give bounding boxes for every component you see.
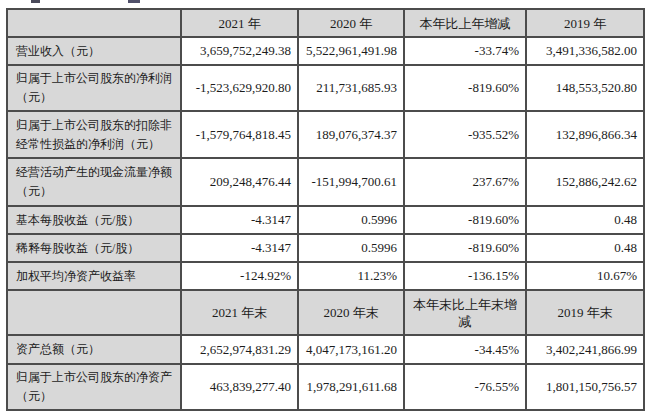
value-cell: 148,553,520.80 [526,65,644,111]
value-cell: 152,886,242.62 [526,158,644,206]
value-cell: -819.60% [404,206,526,234]
financial-summary-table: 2021 年 2020 年 本年比上年增减 2019 年 营业收入（元） 3,6… [6,8,645,411]
header-cell-2019-end: 2019 年末 [526,290,644,335]
value-cell: 4,047,173,161.20 [298,335,404,364]
table-row-net-assets: 归属于上市公司股东的净资产（元） 463,839,277.40 1,978,29… [7,364,644,410]
value-cell: 5,522,961,491.98 [298,37,404,65]
cropped-text-mark [31,0,40,3]
value-cell: -76.55% [404,364,526,410]
table-row-revenue: 营业收入（元） 3,659,752,249.38 5,522,961,491.9… [7,37,644,65]
value-cell: -819.60% [404,234,526,262]
value-cell: 0.5996 [298,234,404,262]
header-cell-2020: 2020 年 [298,9,404,37]
row-label-cell: 归属于上市公司股东的净资产（元） [7,364,181,410]
value-cell: -4.3147 [181,206,298,234]
row-label-cell: 基本每股收益（元/股） [7,206,181,234]
value-cell: 237.67% [404,158,526,206]
header-cell-2020-end: 2020 年末 [298,290,404,335]
value-cell: 3,659,752,249.38 [181,37,298,65]
value-cell: 2,652,974,831.29 [181,335,298,364]
value-cell: -1,579,764,818.45 [181,111,298,158]
row-label-cell: 资产总额（元） [7,335,181,364]
value-cell: -124.92% [181,262,298,290]
header-cell-blank [7,9,181,37]
value-cell: 1,801,150,756.57 [526,364,644,410]
table-row-weighted-avg-roe: 加权平均净资产收益率 -124.92% 11.23% -136.15% 10.6… [7,262,644,290]
value-cell: 209,248,476.44 [181,158,298,206]
value-cell: -33.74% [404,37,526,65]
value-cell: 11.23% [298,262,404,290]
cropped-text-fragment [0,0,300,4]
value-cell: -1,523,629,920.80 [181,65,298,111]
row-label-cell: 稀释每股收益（元/股） [7,234,181,262]
value-cell: 3,402,241,866.99 [526,335,644,364]
table-row-diluted-eps: 稀释每股收益（元/股） -4.3147 0.5996 -819.60% 0.48 [7,234,644,262]
value-cell: 0.48 [526,206,644,234]
value-cell: -4.3147 [181,234,298,262]
value-cell: -151,994,700.61 [298,158,404,206]
value-cell: -935.52% [404,111,526,158]
annual-header-row: 2021 年 2020 年 本年比上年增减 2019 年 [7,9,644,37]
value-cell: -34.45% [404,335,526,364]
value-cell: 189,076,374.37 [298,111,404,158]
table-row-basic-eps: 基本每股收益（元/股） -4.3147 0.5996 -819.60% 0.48 [7,206,644,234]
value-cell: -136.15% [404,262,526,290]
value-cell: 0.5996 [298,206,404,234]
value-cell: 10.67% [526,262,644,290]
header-cell-2021-end: 2021 年末 [181,290,298,335]
period-end-header-row: 2021 年末 2020 年末 本年末比上年末增减 2019 年末 [7,290,644,335]
header-cell-blank [7,290,181,335]
value-cell: 211,731,685.93 [298,65,404,111]
row-label-cell: 加权平均净资产收益率 [7,262,181,290]
value-cell: 0.48 [526,234,644,262]
value-cell: 463,839,277.40 [181,364,298,410]
header-cell-yoy-change: 本年比上年增减 [404,9,526,37]
header-cell-end-yoy-change: 本年末比上年末增减 [404,290,526,335]
value-cell: 132,896,866.34 [526,111,644,158]
table-row-operating-cash-flow: 经营活动产生的现金流量净额（元） 209,248,476.44 -151,994… [7,158,644,206]
value-cell: 3,491,336,582.00 [526,37,644,65]
cropped-text-mark [128,0,140,3]
row-label-cell: 营业收入（元） [7,37,181,65]
header-cell-2019: 2019 年 [526,9,644,37]
row-label-cell: 归属于上市公司股东的扣除非经常性损益的净利润（元） [7,111,181,158]
table-row-net-profit-excl-nonrecurring: 归属于上市公司股东的扣除非经常性损益的净利润（元） -1,579,764,818… [7,111,644,158]
table-row-total-assets: 资产总额（元） 2,652,974,831.29 4,047,173,161.2… [7,335,644,364]
row-label-cell: 经营活动产生的现金流量净额（元） [7,158,181,206]
row-label-cell: 归属于上市公司股东的净利润（元） [7,65,181,111]
table-row-net-profit: 归属于上市公司股东的净利润（元） -1,523,629,920.80 211,7… [7,65,644,111]
value-cell: -819.60% [404,65,526,111]
header-cell-2021: 2021 年 [181,9,298,37]
value-cell: 1,978,291,611.68 [298,364,404,410]
